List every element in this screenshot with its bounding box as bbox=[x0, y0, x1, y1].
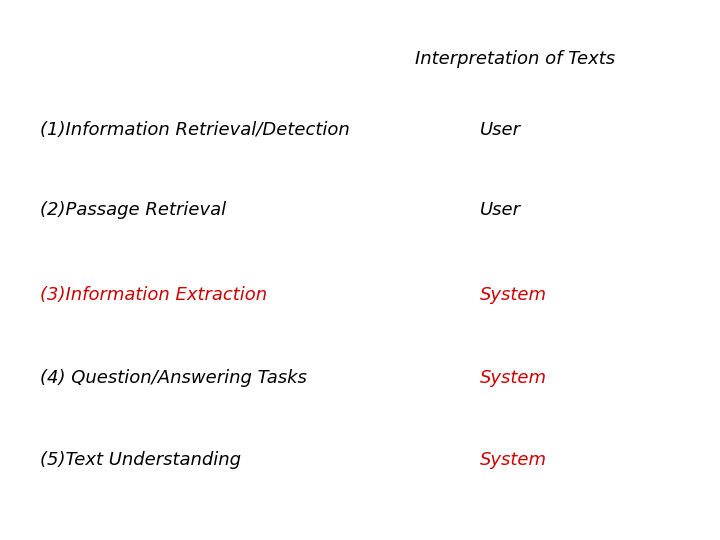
Text: (5)Text Understanding: (5)Text Understanding bbox=[40, 451, 241, 469]
Text: (3)Information Extraction: (3)Information Extraction bbox=[40, 286, 267, 304]
Text: (4) Question/Answering Tasks: (4) Question/Answering Tasks bbox=[40, 369, 307, 387]
Text: User: User bbox=[480, 201, 521, 219]
Text: System: System bbox=[480, 451, 547, 469]
Text: (2)Passage Retrieval: (2)Passage Retrieval bbox=[40, 201, 226, 219]
Text: System: System bbox=[480, 286, 547, 304]
Text: System: System bbox=[480, 369, 547, 387]
Text: Interpretation of Texts: Interpretation of Texts bbox=[415, 50, 615, 68]
Text: (1)Information Retrieval/Detection: (1)Information Retrieval/Detection bbox=[40, 121, 350, 139]
Text: User: User bbox=[480, 121, 521, 139]
